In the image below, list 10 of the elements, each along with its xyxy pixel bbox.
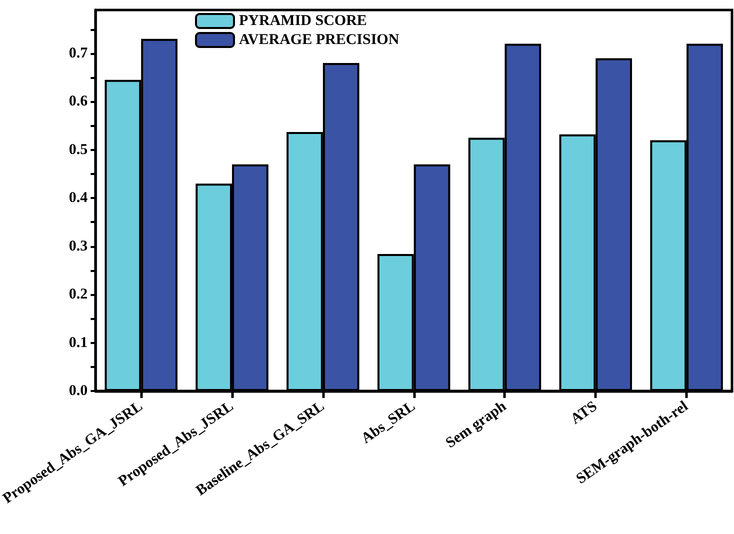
legend-label: AVERAGE PRECISION <box>239 32 400 48</box>
y-tick-label: 0.7 <box>68 45 88 62</box>
y-tick-label: 0.5 <box>68 142 88 158</box>
y-tick-label: 0.1 <box>68 334 88 351</box>
y-tick-label: 0.2 <box>68 286 88 303</box>
y-tick-label: 0.3 <box>68 238 88 254</box>
legend-label: PYRAMID SCORE <box>239 13 367 29</box>
y-tick-label: 0.4 <box>68 190 88 206</box>
y-tick-label: 0.0 <box>68 383 88 399</box>
y-tick-label: 0.6 <box>68 94 88 110</box>
